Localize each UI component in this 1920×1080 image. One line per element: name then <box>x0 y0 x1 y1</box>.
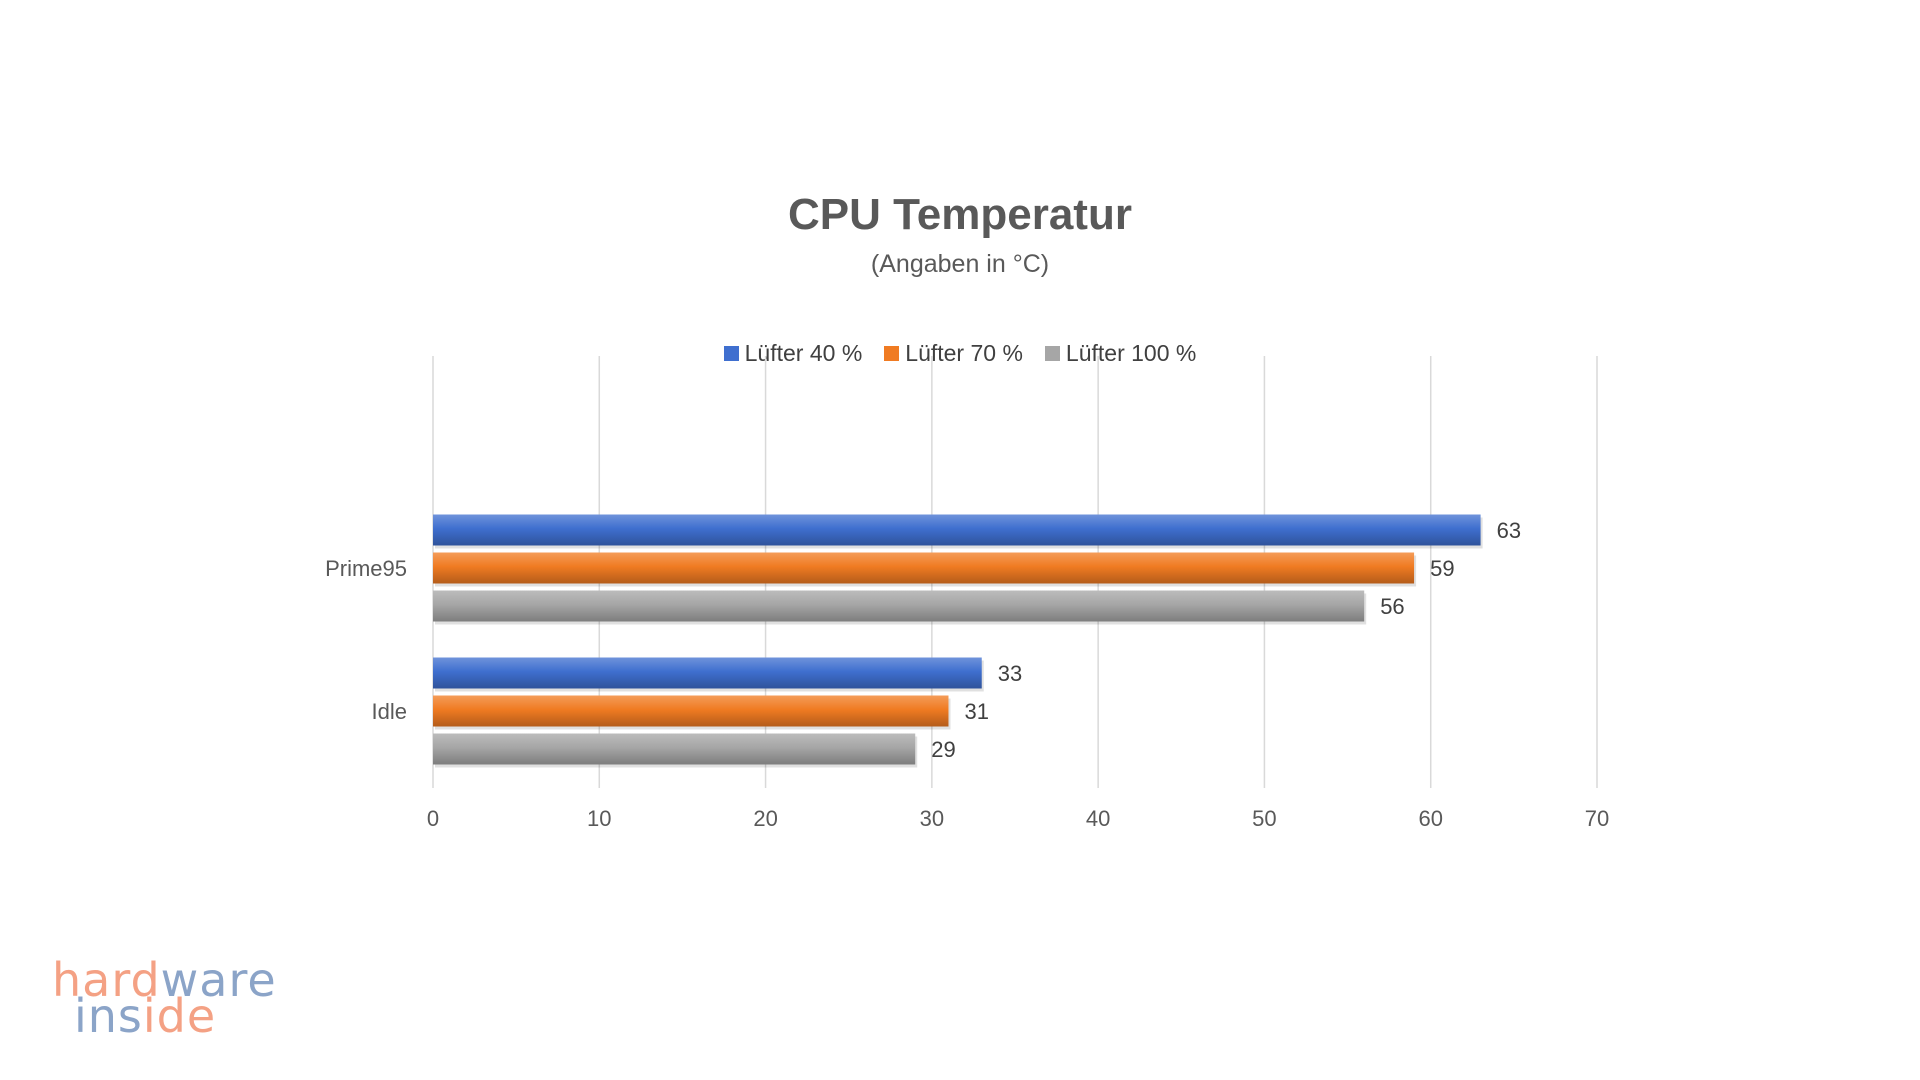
legend-item-series-1: Lüfter 40 % <box>723 340 863 367</box>
bar <box>433 552 1415 584</box>
chart-subtitle: (Angaben in °C) <box>870 250 1050 278</box>
legend-item-series-3: Lüfter 100 % <box>1044 340 1197 367</box>
data-label: 63 <box>1497 518 1521 543</box>
legend-swatch-series-3 <box>1044 346 1060 361</box>
legend: Lüfter 40 % Lüfter 70 % Lüfter 100 % <box>0 340 1920 367</box>
bar <box>433 657 982 689</box>
data-label: 59 <box>1430 556 1454 581</box>
legend-label-series-3: Lüfter 100 % <box>1065 340 1197 366</box>
x-tick-label: 10 <box>587 806 611 831</box>
legend-label-series-2: Lüfter 70 % <box>905 340 1023 366</box>
data-label: 29 <box>931 737 955 762</box>
x-tick-label: 0 <box>427 806 439 831</box>
legend-swatch-series-1 <box>723 346 739 361</box>
data-label: 56 <box>1380 594 1404 619</box>
x-tick-label: 30 <box>920 806 944 831</box>
bar <box>433 733 916 765</box>
legend-label-series-1: Lüfter 40 % <box>744 340 863 366</box>
x-tick-label: 40 <box>1086 806 1110 831</box>
x-tick-label: 70 <box>1585 806 1609 831</box>
bar <box>433 695 949 727</box>
hardware-inside-logo: hardware inside <box>52 953 277 1043</box>
chart-title: CPU Temperatur <box>788 190 1132 239</box>
bar <box>433 514 1481 546</box>
legend-item-series-2: Lüfter 70 % <box>884 340 1023 367</box>
category-label: Idle <box>372 699 407 724</box>
legend-swatch-series-2 <box>884 346 900 361</box>
x-tick-label: 60 <box>1418 806 1442 831</box>
x-tick-label: 50 <box>1252 806 1276 831</box>
data-label: 31 <box>964 699 988 724</box>
bar <box>433 590 1365 622</box>
category-label: Prime95 <box>325 556 407 581</box>
x-tick-label: 20 <box>753 806 777 831</box>
data-label: 33 <box>998 661 1022 686</box>
